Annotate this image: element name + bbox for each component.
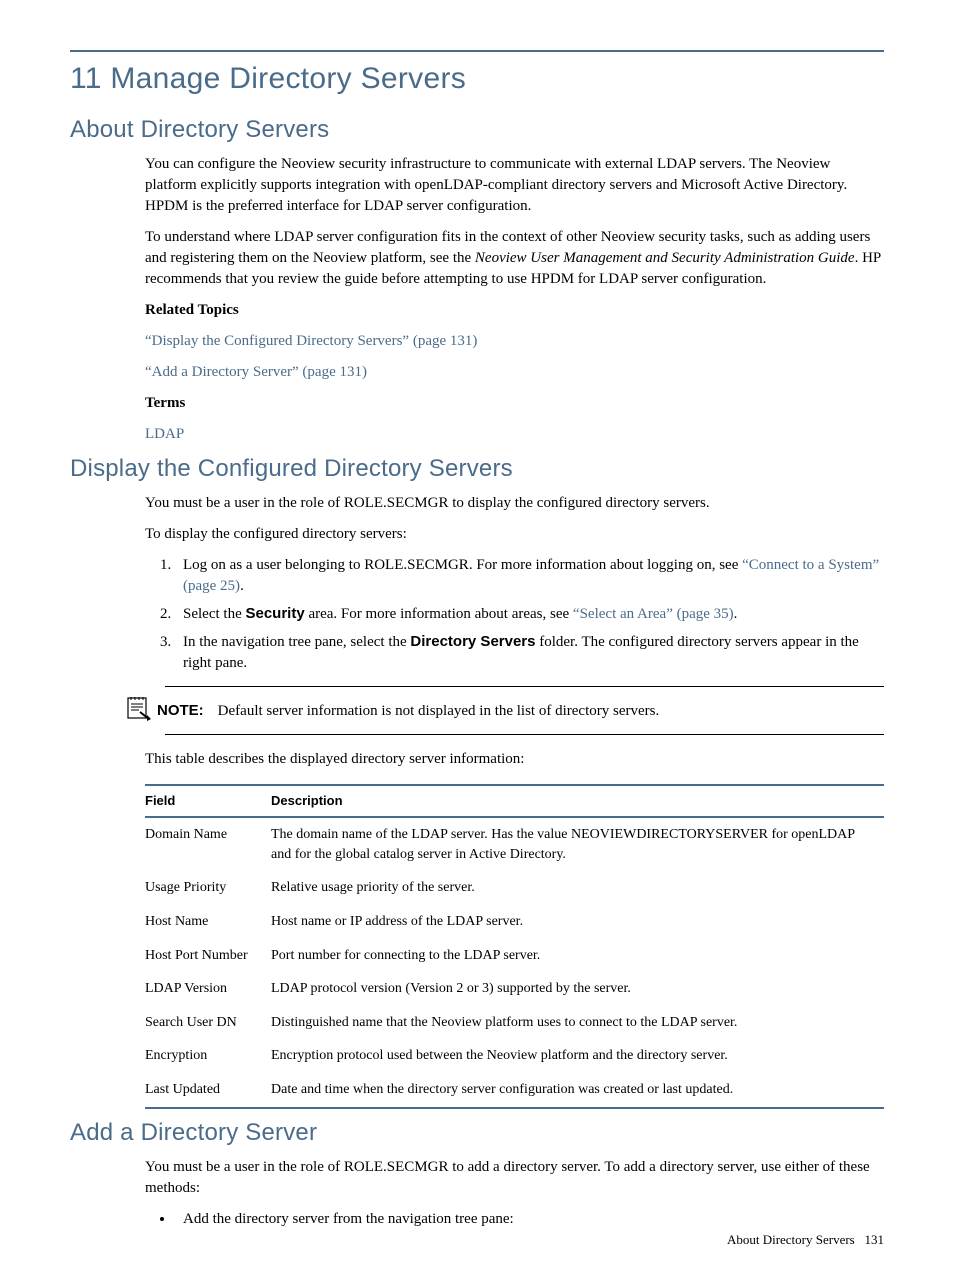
step3-bold: Directory Servers — [410, 633, 535, 650]
table-row: Last UpdatedDate and time when the direc… — [145, 1073, 884, 1108]
chapter-title-text: Manage Directory Servers — [110, 62, 466, 95]
section-add-title: Add a Directory Server — [70, 1119, 884, 1147]
section-display-body: You must be a user in the role of ROLE.S… — [145, 493, 884, 674]
page-footer: About Directory Servers 131 — [727, 1232, 884, 1248]
note-row: NOTE: Default server information is not d… — [125, 687, 884, 734]
footer-page: 131 — [865, 1232, 885, 1247]
display-step-2: Select the Security area. For more infor… — [175, 603, 884, 625]
section-add-body: You must be a user in the role of ROLE.S… — [145, 1157, 884, 1230]
cell-field: Host Port Number — [145, 939, 271, 973]
section-about-body: You can configure the Neoview security i… — [145, 154, 884, 445]
table-header-row: Field Description — [145, 785, 884, 817]
section-about-title: About Directory Servers — [70, 116, 884, 144]
table-intro-block: This table describes the displayed direc… — [145, 749, 884, 1109]
note-content: NOTE: Default server information is not d… — [157, 702, 884, 720]
cell-field: Usage Priority — [145, 871, 271, 905]
step2-a: Select the — [183, 606, 245, 622]
step2-bold: Security — [245, 605, 304, 622]
add-bullet-1: Add the directory server from the naviga… — [175, 1209, 884, 1230]
about-para1: You can configure the Neoview security i… — [145, 154, 884, 217]
display-steps: Log on as a user belonging to ROLE.SECMG… — [145, 555, 884, 674]
page-container: 11 Manage Directory Servers About Direct… — [0, 0, 954, 1280]
chapter-title: 11 Manage Directory Servers — [70, 62, 884, 96]
display-step-3: In the navigation tree pane, select the … — [175, 631, 884, 674]
note-label: NOTE: — [157, 702, 204, 719]
chapter-number: 11 — [70, 62, 102, 95]
note-rule-bottom — [165, 734, 884, 735]
cell-desc: LDAP protocol version (Version 2 or 3) s… — [271, 972, 884, 1006]
step2-c: . — [734, 606, 738, 622]
note-icon — [125, 695, 157, 726]
step2-b: area. For more information about areas, … — [305, 606, 573, 622]
table-row: Host NameHost name or IP address of the … — [145, 905, 884, 939]
step2-link[interactable]: “Select an Area” (page 35) — [573, 606, 734, 622]
table-row: EncryptionEncryption protocol used betwe… — [145, 1039, 884, 1073]
table-row: Domain NameThe domain name of the LDAP s… — [145, 817, 884, 871]
display-intro1: You must be a user in the role of ROLE.S… — [145, 493, 884, 514]
table-intro: This table describes the displayed direc… — [145, 749, 884, 770]
related-link-1[interactable]: “Display the Configured Directory Server… — [145, 331, 884, 352]
footer-section: About Directory Servers — [727, 1232, 855, 1247]
cell-desc: Port number for connecting to the LDAP s… — [271, 939, 884, 973]
fields-table-body: Domain NameThe domain name of the LDAP s… — [145, 817, 884, 1107]
display-step-1: Log on as a user belonging to ROLE.SECMG… — [175, 555, 884, 597]
terms-label: Terms — [145, 393, 884, 414]
table-row: Usage PriorityRelative usage priority of… — [145, 871, 884, 905]
cell-field: Last Updated — [145, 1073, 271, 1108]
terms-link-1[interactable]: LDAP — [145, 424, 884, 445]
note-block: NOTE: Default server information is not d… — [125, 686, 884, 735]
about-para2-em: Neoview User Management and Security Adm… — [475, 250, 855, 266]
cell-desc: Distinguished name that the Neoview plat… — [271, 1006, 884, 1040]
step3-a: In the navigation tree pane, select the — [183, 634, 410, 650]
cell-field: Search User DN — [145, 1006, 271, 1040]
cell-field: Encryption — [145, 1039, 271, 1073]
table-row: LDAP VersionLDAP protocol version (Versi… — [145, 972, 884, 1006]
table-row: Host Port NumberPort number for connecti… — [145, 939, 884, 973]
th-field: Field — [145, 785, 271, 817]
th-description: Description — [271, 785, 884, 817]
display-intro2: To display the configured directory serv… — [145, 524, 884, 545]
step1-b: . — [240, 578, 244, 594]
section-display-title: Display the Configured Directory Servers — [70, 455, 884, 483]
cell-desc: Host name or IP address of the LDAP serv… — [271, 905, 884, 939]
about-para2: To understand where LDAP server configur… — [145, 227, 884, 290]
table-row: Search User DNDistinguished name that th… — [145, 1006, 884, 1040]
cell-field: LDAP Version — [145, 972, 271, 1006]
related-topics-label: Related Topics — [145, 300, 884, 321]
related-link-2[interactable]: “Add a Directory Server” (page 131) — [145, 362, 884, 383]
cell-desc: The domain name of the LDAP server. Has … — [271, 817, 884, 871]
cell-desc: Encryption protocol used between the Neo… — [271, 1039, 884, 1073]
cell-desc: Relative usage priority of the server. — [271, 871, 884, 905]
cell-field: Domain Name — [145, 817, 271, 871]
add-bullets: Add the directory server from the naviga… — [145, 1209, 884, 1230]
top-rule — [70, 50, 884, 52]
cell-desc: Date and time when the directory server … — [271, 1073, 884, 1108]
step1-a: Log on as a user belonging to ROLE.SECMG… — [183, 557, 742, 573]
add-intro: You must be a user in the role of ROLE.S… — [145, 1157, 884, 1199]
cell-field: Host Name — [145, 905, 271, 939]
fields-table: Field Description Domain NameThe domain … — [145, 784, 884, 1109]
note-text: Default server information is not displa… — [218, 703, 660, 719]
